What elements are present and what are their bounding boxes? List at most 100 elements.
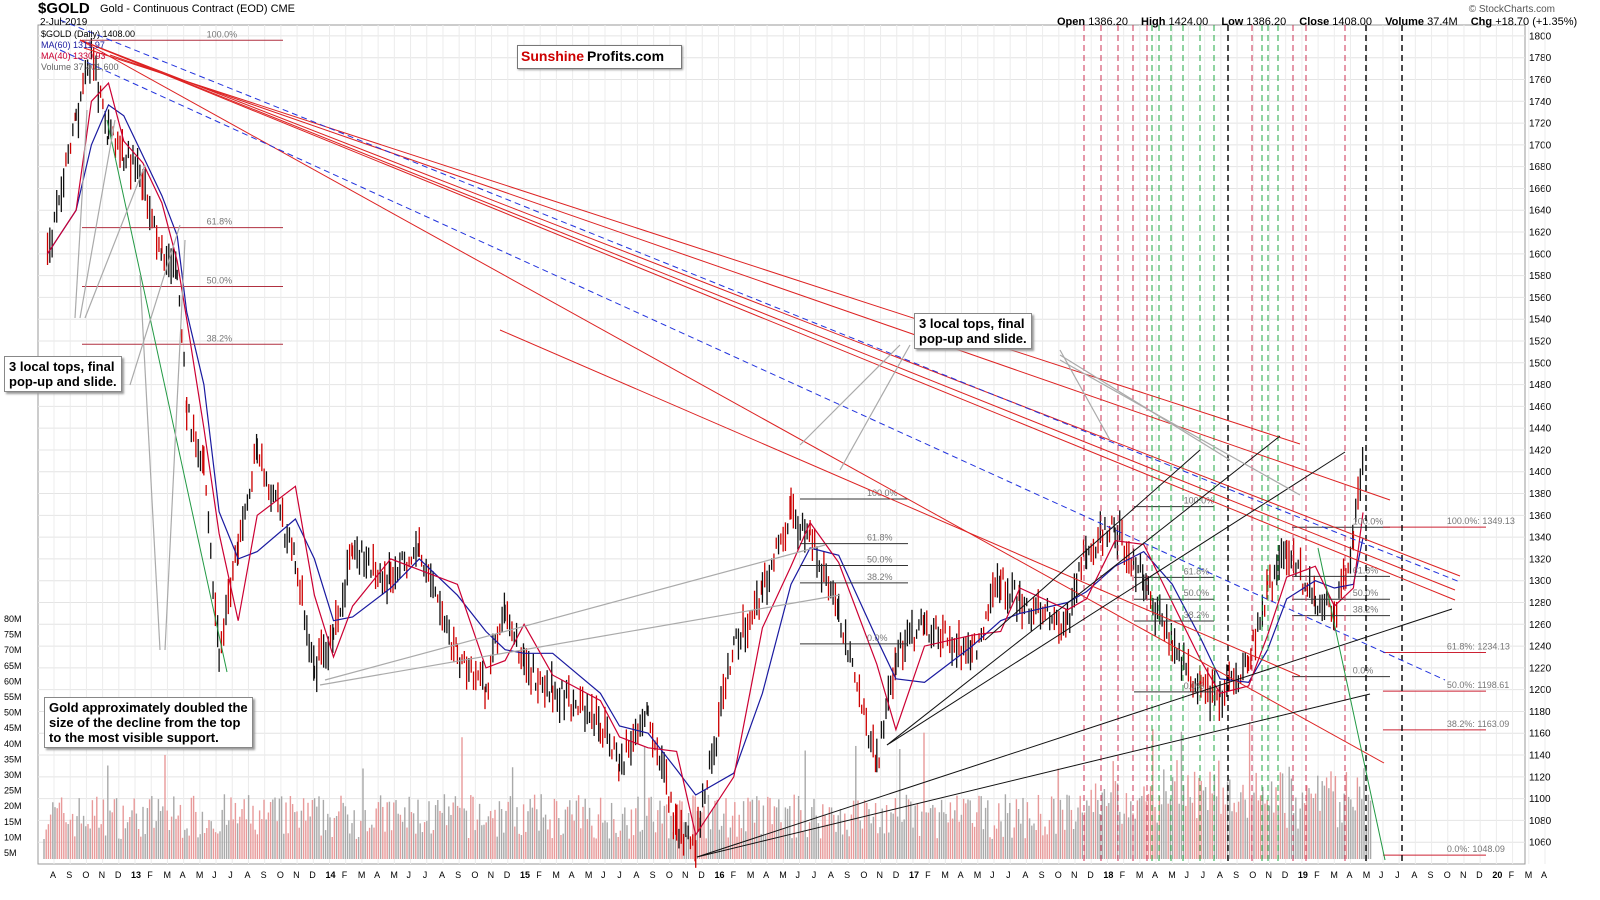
support-line	[984, 449, 1201, 641]
volume-tick-label: 75M	[4, 630, 22, 640]
x-tick-label: A	[1347, 870, 1353, 880]
x-tick-label: J	[1006, 870, 1011, 880]
trend-line-blue	[59, 19, 1461, 583]
x-tick-label: F	[147, 870, 153, 880]
x-tick-label: M	[779, 870, 787, 880]
x-tick-label: A	[828, 870, 834, 880]
open-value: 1386.20	[1088, 16, 1128, 28]
x-tick-label: N	[99, 870, 106, 880]
x-tick-label: D	[1282, 870, 1289, 880]
ma40-line	[46, 81, 1364, 837]
x-tick-label: S	[1233, 870, 1239, 880]
x-tick-label: N	[877, 870, 884, 880]
x-tick-label: M	[941, 870, 949, 880]
low-value: 1386.20	[1246, 16, 1287, 28]
x-tick-label: 20	[1492, 870, 1502, 880]
x-tick-label: M	[747, 870, 755, 880]
y-tick-label: 1560	[1529, 293, 1552, 304]
chart-date: 2-Jul-2019	[40, 17, 88, 28]
y-tick-label: 1620	[1529, 228, 1552, 239]
fib-2019-label: 0.0%	[1353, 666, 1374, 676]
chart-ticker: $GOLD	[38, 0, 90, 17]
x-tick-label: 14	[326, 870, 336, 880]
volume-tick-label: 35M	[4, 754, 22, 764]
x-tick-label: N	[488, 870, 495, 880]
x-tick-label: A	[633, 870, 639, 880]
ticker-description: Gold - Continuous Contract (EOD)	[100, 3, 268, 15]
y-tick-label: 1160	[1529, 729, 1551, 740]
x-tick-label: S	[1039, 870, 1045, 880]
close-value: 1408.00	[1332, 16, 1373, 28]
y-tick-label: 1100	[1529, 794, 1551, 805]
x-tick-label: N	[1265, 870, 1272, 880]
x-tick-label: M	[358, 870, 366, 880]
y-tick-label: 1200	[1529, 685, 1552, 696]
x-tick-label: M	[974, 870, 982, 880]
resistance-line	[79, 39, 1456, 591]
fib-mid-label: 0.0%	[867, 633, 888, 643]
x-tick-label: N	[293, 870, 300, 880]
resistance-line	[499, 329, 1301, 677]
x-tick-label: O	[1249, 870, 1256, 880]
fib-mid-label: 38.2%	[867, 572, 893, 582]
chart-description: Gold - Continuous Contract (EOD) CME	[100, 3, 295, 15]
annotation-pointer	[839, 344, 911, 471]
ohlc-readout: Open 1386.20 High 1424.00 Low 1386.20 Cl…	[1057, 16, 1587, 28]
x-tick-label: D	[1087, 870, 1094, 880]
x-tick-label: A	[1541, 870, 1547, 880]
annotation-pointer	[319, 594, 841, 686]
resistance-line	[79, 39, 1461, 577]
resistance-line	[79, 39, 1385, 764]
x-tick-label: M	[1168, 870, 1176, 880]
support-line	[886, 435, 1281, 746]
annotation-pointer	[129, 224, 181, 386]
legend-volume: Volume 37,401,600	[41, 62, 119, 72]
y-tick-label: 1580	[1529, 271, 1552, 282]
y-tick-label: 1700	[1529, 140, 1552, 151]
annotation-middle: 3 local tops, final pop-up and slide.	[914, 313, 1032, 349]
fib-mid-label: 61.8%	[867, 533, 893, 543]
volume-tick-label: 20M	[4, 801, 22, 811]
x-tick-label: A	[763, 870, 769, 880]
trend-line-blue	[59, 49, 1446, 681]
x-tick-label: D	[504, 870, 511, 880]
x-tick-label: M	[585, 870, 593, 880]
annotation-pointer	[79, 119, 116, 319]
y-tick-label: 1800	[1529, 31, 1552, 42]
stockcharts-credit: © StockCharts.com	[1468, 4, 1555, 15]
y-tick-label: 1500	[1529, 358, 1552, 369]
x-tick-label: A	[1152, 870, 1158, 880]
y-tick-label: 1660	[1529, 184, 1552, 195]
x-tick-label: A	[1411, 870, 1417, 880]
high-label: High	[1141, 16, 1166, 28]
x-tick-label: F	[536, 870, 542, 880]
y-tick-label: 1380	[1529, 489, 1552, 500]
sunshine-profits-logo: Sunshine Profits.com	[517, 45, 682, 69]
volume-tick-label: 5M	[4, 848, 17, 858]
volume-tick-label: 60M	[4, 676, 22, 686]
y-tick-label: 1720	[1529, 119, 1552, 130]
x-tick-label: F	[342, 870, 348, 880]
x-tick-label: J	[423, 870, 428, 880]
annotation-pointer	[1059, 359, 1301, 496]
x-tick-label: O	[860, 870, 867, 880]
y-tick-label: 1260	[1529, 620, 1552, 631]
x-tick-label: S	[650, 870, 656, 880]
x-tick-label: S	[261, 870, 267, 880]
x-tick-label: 17	[909, 870, 919, 880]
annotation-pointer	[84, 164, 146, 319]
logo-profits: Profits.com	[587, 46, 668, 68]
x-tick-label: N	[1460, 870, 1467, 880]
x-tick-label: J	[1395, 870, 1400, 880]
x-tick-label: A	[180, 870, 186, 880]
fib-2019-label: 50.0%	[1353, 588, 1379, 598]
fib-mid-label: 50.0%	[867, 554, 893, 564]
volume-tick-label: 40M	[4, 739, 22, 749]
x-tick-label: A	[50, 870, 56, 880]
y-tick-label: 1740	[1529, 97, 1552, 108]
annotation-pointer	[799, 344, 901, 446]
legend-ma60: MA(60) 1311.97	[41, 40, 105, 50]
x-tick-label: F	[1120, 870, 1126, 880]
legend-price: $GOLD (Daily) 1408.00	[41, 29, 136, 39]
